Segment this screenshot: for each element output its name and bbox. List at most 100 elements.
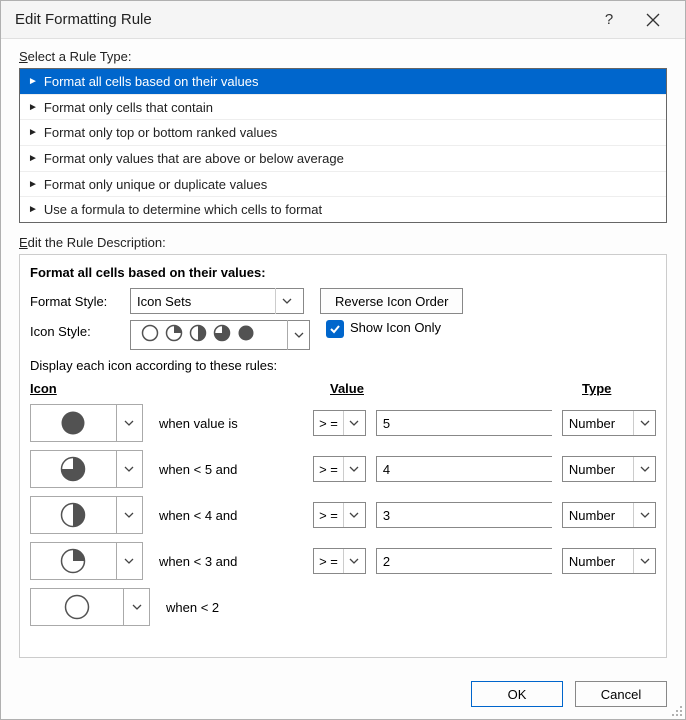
header-value: Value (330, 381, 582, 396)
chevron-down-icon (116, 450, 142, 488)
chevron-down-icon (633, 411, 655, 435)
value-input[interactable] (377, 457, 565, 481)
icon-style-label: Icon Style: (30, 320, 130, 339)
icon-select[interactable] (30, 450, 143, 488)
rule-description-panel: Format all cells based on their values: … (19, 254, 667, 658)
rule-description-label: Edit the Rule Description: (19, 235, 667, 250)
format-style-label: Format Style: (30, 294, 130, 309)
operator-dropdown[interactable]: > = (313, 548, 366, 574)
bullet-icon: ► (28, 179, 38, 190)
resize-grip-icon[interactable] (671, 705, 683, 717)
chevron-down-icon (343, 503, 365, 527)
type-dropdown[interactable]: Number (562, 548, 656, 574)
pie-icon (31, 594, 123, 620)
show-icon-only-label: Show Icon Only (350, 320, 441, 335)
chevron-down-icon (123, 588, 149, 626)
rules-hint: Display each icon according to these rul… (30, 358, 656, 373)
pie-icon (213, 324, 231, 347)
rule-type-item[interactable]: ► Format only top or bottom ranked values (20, 120, 666, 146)
value-input[interactable] (377, 503, 565, 527)
chevron-down-icon (116, 496, 142, 534)
dialog-footer: OK Cancel (1, 669, 685, 719)
operator-dropdown[interactable]: > = (313, 456, 366, 482)
titlebar: Edit Formatting Rule ? (1, 1, 685, 39)
help-button[interactable]: ? (587, 1, 631, 39)
pie-icon (31, 410, 116, 436)
operator-dropdown[interactable]: > = (313, 410, 366, 436)
pie-icon (31, 548, 116, 574)
value-field (376, 410, 552, 436)
icon-rule-row: when value is > = Number (30, 400, 656, 446)
chevron-down-icon (287, 320, 309, 350)
icon-rule-row: when < 4 and > = Number (30, 492, 656, 538)
check-icon (329, 323, 341, 335)
chevron-down-icon (633, 549, 655, 573)
icon-select[interactable] (30, 404, 143, 442)
rule-type-item[interactable]: ► Format only unique or duplicate values (20, 172, 666, 198)
chevron-down-icon (275, 288, 297, 314)
icon-rules-rows: when value is > = Number when < 5 and > … (30, 400, 656, 630)
when-text: when < 3 and (143, 554, 313, 569)
rule-type-label: Select a Rule Type: (19, 49, 667, 64)
icon-rule-row: when < 2 (30, 584, 656, 630)
value-field (376, 456, 552, 482)
type-dropdown[interactable]: Number (562, 456, 656, 482)
bullet-icon: ► (28, 127, 38, 138)
chevron-down-icon (343, 411, 365, 435)
pie-icon (237, 324, 255, 347)
icon-select[interactable] (30, 588, 150, 626)
chevron-down-icon (343, 457, 365, 481)
cancel-button[interactable]: Cancel (575, 681, 667, 707)
chevron-down-icon (343, 549, 365, 573)
value-field (376, 502, 552, 528)
icon-rule-row: when < 3 and > = Number (30, 538, 656, 584)
close-button[interactable] (631, 1, 675, 39)
chevron-down-icon (116, 542, 142, 580)
rule-type-item-label: Use a formula to determine which cells t… (44, 202, 322, 217)
icon-select[interactable] (30, 496, 143, 534)
rule-type-item[interactable]: ► Use a formula to determine which cells … (20, 197, 666, 222)
operator-value: > = (314, 411, 343, 435)
format-style-dropdown[interactable]: Icon Sets (130, 288, 304, 314)
header-type: Type (582, 381, 656, 396)
show-icon-only-checkbox[interactable] (326, 320, 344, 338)
dialog-content: Select a Rule Type: ►Format all cells ba… (1, 39, 685, 669)
value-input[interactable] (377, 549, 565, 573)
reverse-icon-order-button[interactable]: Reverse Icon Order (320, 288, 463, 314)
rule-type-item-label: Format only top or bottom ranked values (44, 125, 277, 140)
when-text: when < 2 (150, 600, 330, 615)
pie-icon (141, 324, 159, 347)
icon-select[interactable] (30, 542, 143, 580)
icon-rules-headers: Icon Value Type (30, 381, 656, 396)
value-field (376, 548, 552, 574)
bullet-icon: ► (28, 153, 38, 164)
rule-type-item[interactable]: ►Format only values that are above or be… (20, 146, 666, 172)
bullet-icon: ► (28, 204, 38, 215)
dialog-title: Edit Formatting Rule (15, 11, 587, 28)
chevron-down-icon (633, 503, 655, 527)
format-style-value: Icon Sets (137, 294, 275, 309)
pie-icon (31, 502, 116, 528)
close-icon (646, 13, 660, 27)
rule-type-list[interactable]: ►Format all cells based on their values►… (19, 68, 667, 223)
ok-button[interactable]: OK (471, 681, 563, 707)
pie-icon (189, 324, 207, 347)
chevron-down-icon (633, 457, 655, 481)
type-dropdown[interactable]: Number (562, 502, 656, 528)
rule-type-item[interactable]: ►Format all cells based on their values (20, 69, 666, 95)
rule-type-item[interactable]: ►Format only cells that contain (20, 95, 666, 121)
type-dropdown[interactable]: Number (562, 410, 656, 436)
operator-dropdown[interactable]: > = (313, 502, 366, 528)
when-text: when value is (143, 416, 313, 431)
rule-type-item-label: Format only unique or duplicate values (44, 177, 267, 192)
chevron-down-icon (116, 404, 142, 442)
iconset-preview (131, 324, 287, 347)
description-heading: Format all cells based on their values: (30, 265, 656, 280)
when-text: when < 4 and (143, 508, 313, 523)
icon-style-dropdown[interactable] (130, 320, 310, 350)
bullet-icon: ► (28, 102, 38, 113)
type-value: Number (563, 503, 633, 527)
value-input[interactable] (377, 411, 565, 435)
type-value: Number (563, 457, 633, 481)
type-value: Number (563, 411, 633, 435)
